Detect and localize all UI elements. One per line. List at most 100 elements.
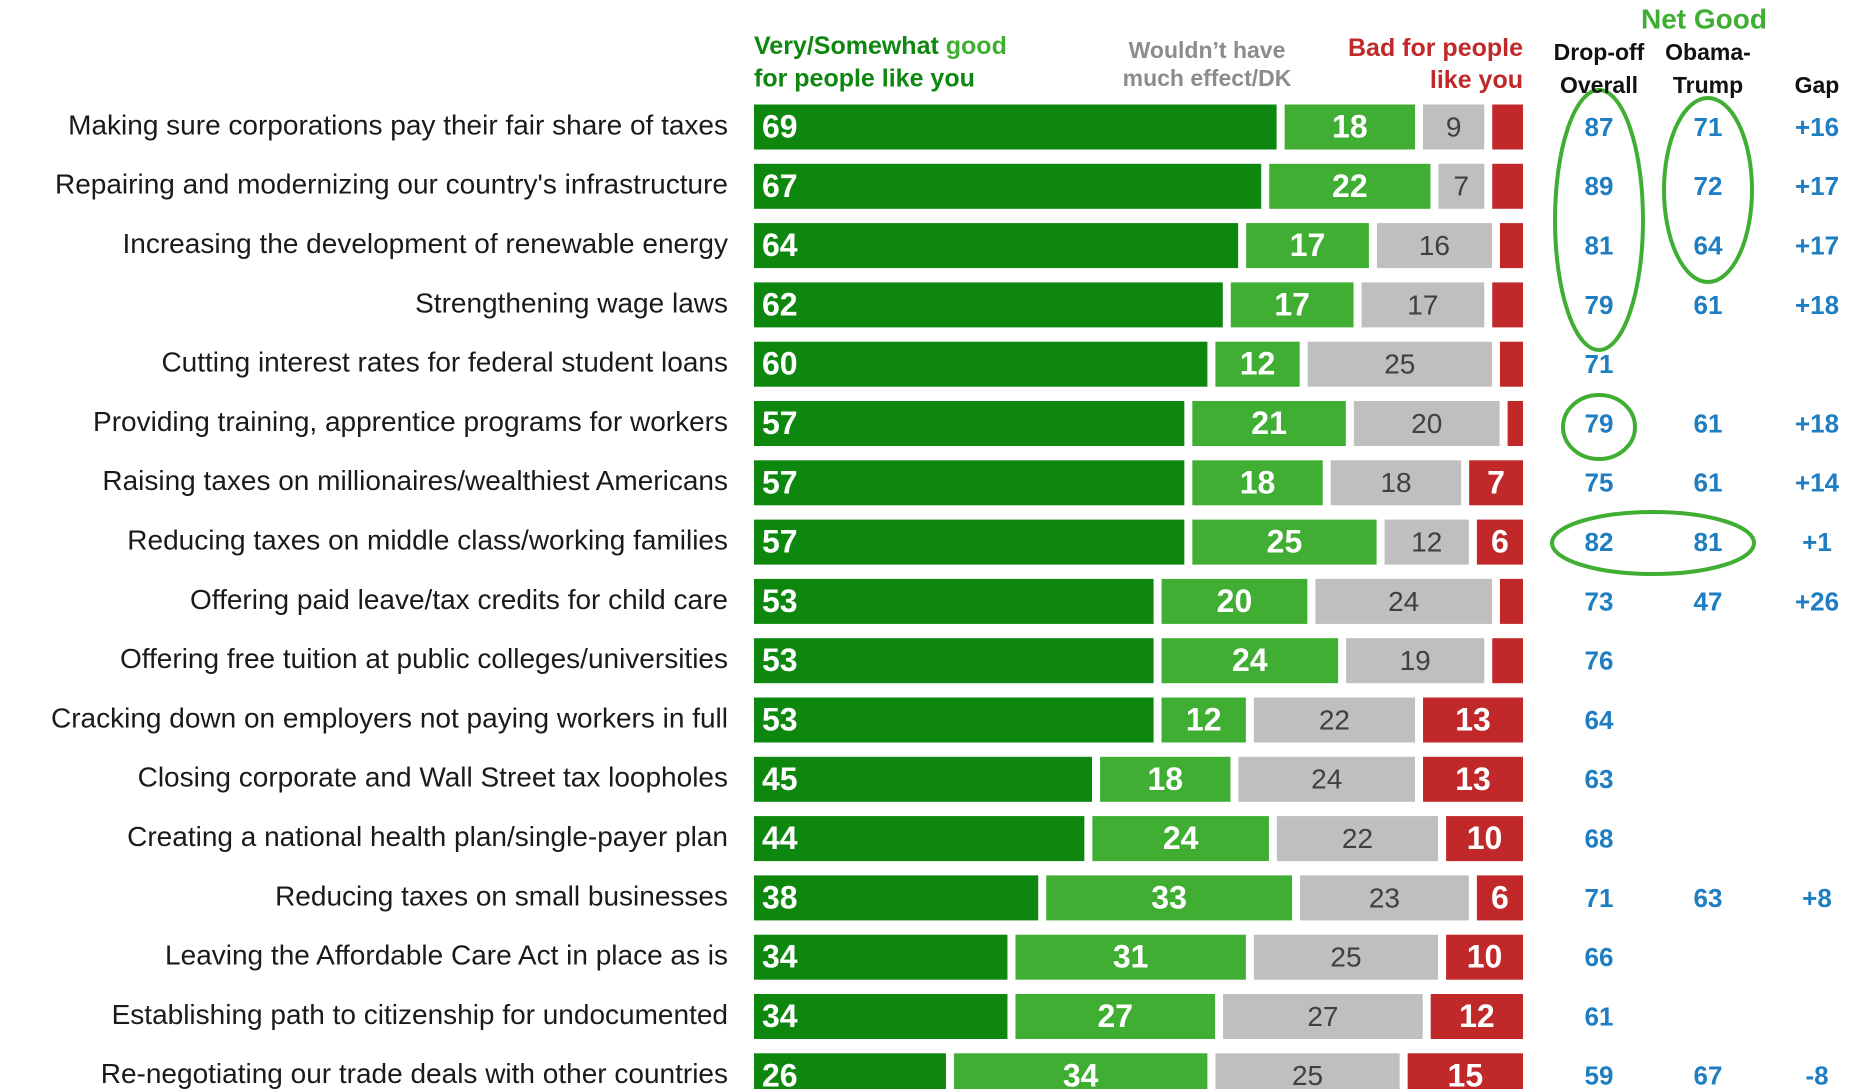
obama-trump-value: 61 xyxy=(1694,408,1723,438)
bar-value-label: 24 xyxy=(1388,586,1419,617)
bar-segment xyxy=(1246,223,1369,269)
obama-trump-value: 47 xyxy=(1694,586,1723,616)
bar-segment xyxy=(1100,756,1231,802)
bar-segment xyxy=(1492,638,1523,684)
bar-segment xyxy=(1192,460,1323,506)
bar-segment xyxy=(953,1053,1208,1089)
category-label: Reducing taxes on middle class/working f… xyxy=(127,524,728,555)
bar-segment xyxy=(754,223,1239,269)
bar-segment xyxy=(1499,578,1523,624)
highlight-ellipse xyxy=(1553,88,1645,352)
category-label: Strengthening wage laws xyxy=(415,287,728,318)
bar-segment xyxy=(1015,934,1246,980)
bar-value-label: 17 xyxy=(1407,289,1438,320)
bar-value-label: 20 xyxy=(1411,408,1442,439)
bar-value-label: 69 xyxy=(762,108,798,144)
obama-trump-value: 64 xyxy=(1694,230,1723,260)
bar-value-label: 10 xyxy=(1467,820,1503,856)
bar-value-label: 25 xyxy=(1384,349,1415,380)
highlight-ellipse xyxy=(1662,96,1754,284)
gap-value: +14 xyxy=(1795,468,1840,498)
category-label: Establishing path to citizenship for und… xyxy=(112,999,728,1030)
bar-segment xyxy=(1215,1053,1400,1089)
obama-trump-value: 81 xyxy=(1694,527,1723,557)
category-label: Re-negotiating our trade deals with othe… xyxy=(101,1058,728,1089)
column-header: Gap xyxy=(1795,72,1840,98)
bar-value-label: 20 xyxy=(1217,583,1253,619)
bar-segment xyxy=(754,934,1008,980)
bar-value-label: 21 xyxy=(1251,405,1287,441)
bar-value-label: 22 xyxy=(1342,823,1373,854)
bar-value-label: 23 xyxy=(1369,882,1400,913)
legend-good-suffix: for people like you xyxy=(754,65,975,93)
bar-segment xyxy=(1492,163,1523,209)
bar-value-label: 12 xyxy=(1240,346,1276,382)
overall-value: 71 xyxy=(1585,349,1614,379)
category-label: Leaving the Affordable Care Act in place… xyxy=(165,940,728,971)
overall-value: 75 xyxy=(1585,468,1614,498)
bar-value-label: 25 xyxy=(1267,524,1303,560)
bar-value-label: 53 xyxy=(762,701,798,737)
overall-value: 76 xyxy=(1585,646,1614,676)
bar-value-label: 18 xyxy=(1332,108,1368,144)
highlight-ellipse xyxy=(1550,510,1756,576)
column-header: Obama- xyxy=(1665,39,1751,65)
bar-segment xyxy=(1476,519,1523,565)
gap-value: +17 xyxy=(1795,230,1839,260)
legend-good: Very/Somewhat good xyxy=(754,32,1007,60)
bar-value-label: 25 xyxy=(1330,942,1361,973)
bar-value-label: 34 xyxy=(1063,1057,1099,1089)
bar-value-label: 10 xyxy=(1467,939,1503,975)
bar-segment xyxy=(754,994,1008,1039)
legend-very-somewhat: Very/Somewhat xyxy=(754,32,939,60)
obama-trump-value: 63 xyxy=(1694,883,1723,913)
overall-value: 71 xyxy=(1585,883,1614,913)
highlight-ellipses xyxy=(1550,88,1756,576)
bar-segment xyxy=(1215,341,1300,387)
legend-bad: Bad for people like you xyxy=(1348,34,1523,94)
gap-value: +16 xyxy=(1795,112,1839,142)
bar-segment xyxy=(754,282,1223,328)
bar-value-label: 31 xyxy=(1113,939,1149,975)
bar-segment xyxy=(1492,282,1523,328)
bar-segment xyxy=(1284,104,1416,150)
bar-value-label: 18 xyxy=(1240,464,1276,500)
gap-value: -8 xyxy=(1805,1061,1828,1089)
bar-value-label: 13 xyxy=(1455,761,1491,797)
category-label: Cracking down on employers not paying wo… xyxy=(51,702,728,733)
bar-segment xyxy=(1161,697,1246,743)
bar-value-label: 17 xyxy=(1274,286,1310,322)
bar-value-label: 60 xyxy=(762,346,798,382)
column-header: Overall xyxy=(1560,72,1638,98)
bar-segment xyxy=(1253,697,1416,743)
bar-segment xyxy=(1353,401,1500,446)
bar-value-label: 16 xyxy=(1419,230,1450,261)
bar-segment xyxy=(1438,163,1485,209)
bar-value-label: 7 xyxy=(1487,464,1505,500)
category-label: Cutting interest rates for federal stude… xyxy=(161,347,728,378)
bar-segment xyxy=(754,578,1154,624)
bar-value-label: 7 xyxy=(1454,171,1470,202)
bar-segment xyxy=(1384,519,1469,565)
bar-value-label: 64 xyxy=(762,227,798,263)
overall-value: 66 xyxy=(1585,942,1614,972)
bar-segment xyxy=(754,341,1208,387)
bar-value-label: 12 xyxy=(1186,701,1222,737)
bar-segment xyxy=(1161,578,1308,624)
gap-value: +8 xyxy=(1802,883,1832,913)
bar-segment xyxy=(1476,875,1523,921)
bar-value-label: 9 xyxy=(1446,111,1462,142)
table-header: Net Good xyxy=(1641,3,1767,34)
category-label: Closing corporate and Wall Street tax lo… xyxy=(138,762,728,793)
column-header: Trump xyxy=(1673,72,1743,98)
bar-segment xyxy=(1238,756,1416,802)
gap-value: +17 xyxy=(1795,171,1839,201)
gap-value: +26 xyxy=(1795,586,1839,616)
gap-value: +1 xyxy=(1802,527,1832,557)
bar-value-label: 57 xyxy=(762,405,798,441)
gap-value: +18 xyxy=(1795,408,1839,438)
bar-segment xyxy=(1430,994,1523,1039)
bar-segment xyxy=(1407,1053,1523,1089)
bar-segment xyxy=(1161,638,1339,684)
